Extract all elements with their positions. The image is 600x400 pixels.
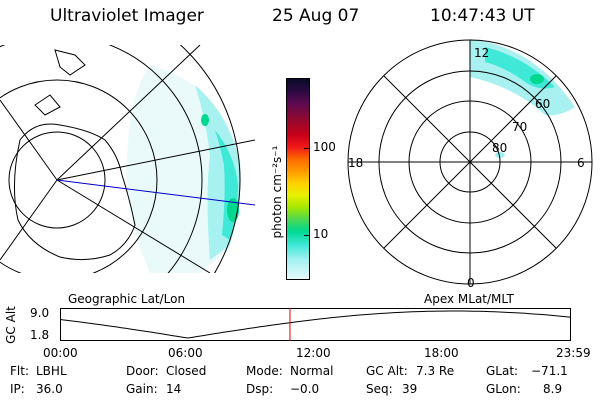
glat-value: −71.1	[531, 364, 568, 378]
longitude-line	[56, 179, 211, 273]
mlt-label-right: 6	[577, 156, 585, 170]
noon-meridian	[56, 179, 255, 206]
altitude-xtick: 06:00	[168, 346, 203, 360]
mlt-label-top: 12	[474, 46, 490, 60]
mode-value: Normal	[290, 364, 334, 378]
latitude-circle	[0, 79, 158, 273]
altitude-xtick: 23:59	[556, 346, 591, 360]
gain-value: 14	[166, 382, 182, 396]
mlt-line	[383, 75, 557, 249]
aurora-emission	[126, 65, 242, 273]
mlat-label: 80	[492, 141, 508, 155]
dsp-value: −0.0	[290, 382, 320, 396]
coastline	[13, 123, 136, 261]
gain-label: Gain:	[126, 382, 158, 396]
altitude-ytick: 1.8	[30, 328, 50, 342]
gcalt-label: GC Alt:	[366, 364, 408, 378]
aurora-emission	[530, 74, 544, 84]
altitude-xtick: 18:00	[424, 346, 459, 360]
longitude-line	[0, 99, 58, 181]
mlt-label-left: 18	[348, 156, 364, 170]
altitude-plot-frame	[60, 308, 571, 341]
altitude-ytick: 9.0	[30, 306, 50, 320]
time-label: 10:47:43 UT	[430, 6, 535, 26]
glon-label: GLon:	[486, 382, 521, 396]
glat-label: GLat:	[486, 364, 519, 378]
altitude-xtick: 12:00	[296, 346, 331, 360]
latitude-circle	[8, 131, 106, 229]
ip-value: 36.0	[36, 382, 63, 396]
geographic-map	[0, 45, 255, 273]
geographic-caption: Geographic Lat/Lon	[68, 292, 186, 306]
seq-value: 39	[402, 382, 418, 396]
door-value: Closed	[166, 364, 207, 378]
altitude-xtick: 00:00	[43, 346, 78, 360]
date-label: 25 Aug 07	[272, 6, 360, 26]
filter-label: Flt:	[10, 364, 29, 378]
glon-value: 8.9	[543, 382, 563, 396]
latitude-circle	[179, 45, 241, 273]
mode-label: Mode:	[246, 364, 283, 378]
altitude-plot	[60, 308, 572, 341]
colorbar	[286, 78, 310, 280]
colorbar-tick	[304, 235, 310, 236]
ip-label: IP:	[10, 382, 25, 396]
coastline	[34, 94, 61, 116]
colorbar-tick-label: 100	[313, 140, 336, 154]
instrument-title: Ultraviolet Imager	[50, 6, 204, 26]
altitude-ylabel: GC Alt	[3, 306, 18, 344]
longitude-line	[56, 139, 255, 181]
door-label: Door:	[126, 364, 159, 378]
coastline	[54, 49, 86, 76]
aurora-emission	[495, 152, 505, 158]
dsp-label: Dsp:	[246, 382, 274, 396]
latitude-circle	[0, 45, 203, 273]
seq-label: Seq:	[366, 382, 393, 396]
mlt-label-bottom: 0	[467, 276, 475, 290]
colorbar-tick	[304, 148, 310, 149]
longitude-line	[56, 45, 201, 181]
mlat-label: 60	[535, 97, 551, 111]
colorbar-unit-label: photon cm⁻²s⁻¹	[270, 145, 284, 239]
filter-value: LBHL	[36, 364, 67, 378]
magnetic-caption: Apex MLat/MLT	[424, 292, 514, 306]
altitude-curve	[60, 310, 572, 339]
mlat-label: 70	[512, 120, 528, 134]
longitude-line	[0, 179, 58, 261]
colorbar-tick-label: 10	[313, 227, 329, 241]
magnetic-polar-plot	[347, 39, 593, 285]
gcalt-value: 7.3 Re	[416, 364, 455, 378]
